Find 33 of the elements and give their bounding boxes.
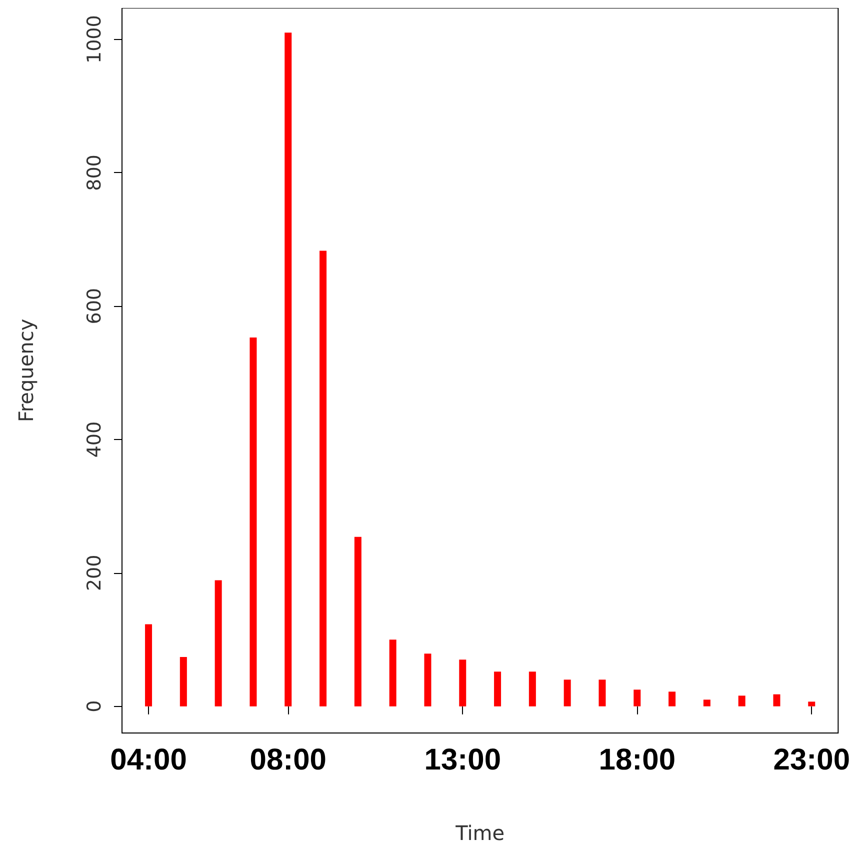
bar [389, 640, 396, 706]
bar [250, 337, 257, 706]
bar [424, 654, 432, 706]
x-tick-label: 08:00 [250, 744, 326, 776]
y-axis-title: Frequency [14, 318, 38, 422]
bar [320, 250, 327, 706]
bar [738, 696, 746, 706]
bar [634, 690, 641, 706]
bar [459, 660, 466, 706]
bar [284, 32, 292, 706]
bar [145, 624, 152, 706]
bar [808, 702, 816, 706]
bar [703, 700, 710, 706]
bar [773, 694, 780, 706]
y-tick-label: 1000 [84, 15, 106, 64]
bar [598, 680, 606, 706]
bar [668, 692, 676, 706]
y-tick-label: 400 [84, 421, 106, 458]
x-tick-label: 18:00 [598, 744, 676, 776]
x-axis-title: Time [454, 821, 505, 845]
y-tick-label: 600 [84, 288, 106, 324]
bar [354, 536, 362, 706]
bar [564, 680, 571, 706]
y-tick-label: 800 [84, 154, 106, 191]
x-tick-label: 04:00 [110, 744, 187, 776]
bar [494, 672, 502, 706]
bar [180, 656, 187, 706]
x-tick-label: 23:00 [773, 744, 850, 776]
bar [214, 580, 222, 706]
y-tick-label: 0 [84, 700, 106, 712]
y-tick-label: 200 [84, 554, 106, 592]
x-tick-label: 13:00 [424, 744, 501, 776]
bar [528, 672, 536, 706]
